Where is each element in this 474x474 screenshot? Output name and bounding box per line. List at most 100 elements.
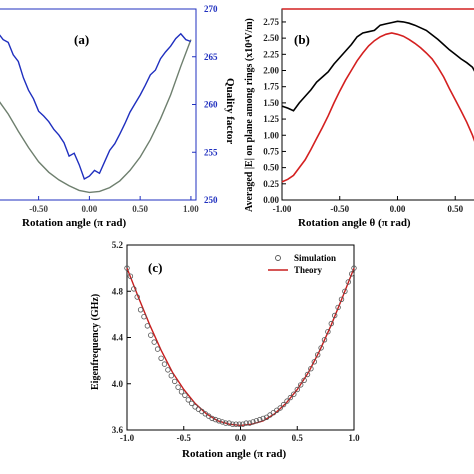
panel-c-simulation-point: [291, 391, 297, 397]
panel-c-simulation-point: [311, 359, 317, 365]
panel-a-y-tick-label: 260: [204, 100, 218, 110]
panel-a-x-axis-label: Rotation angle (π rad): [22, 217, 126, 229]
panel-b-y-tick-label: 0.00: [263, 195, 279, 205]
panel-c-simulation-point: [240, 421, 246, 427]
panel-b-x-tick-label: -0.50: [330, 204, 349, 214]
panel-c-simulation-point: [226, 420, 232, 426]
panel-c-simulation-point: [243, 420, 249, 426]
panel-b-black-line: [281, 20, 474, 112]
panel-c-simulation-point: [328, 320, 334, 327]
panel-c: (c) -1.0 -0.5 0.0 0.5 1.0 3.6 4.0 4.4 4.8 5.2 Si…: [90, 240, 360, 460]
panel-b-y-tick-label: 2.50: [263, 33, 279, 43]
panel-c-simulation-point: [144, 323, 151, 329]
panel-c-simulation-point: [257, 416, 263, 423]
panel-b-x-tick-label: 0.50: [447, 204, 463, 214]
panel-c-y-tick-label: 5.2: [112, 240, 124, 250]
panel-c-simulation-point: [318, 345, 324, 351]
panel-c-simulation-point: [321, 337, 328, 343]
panel-a-quality-factor-line: [0, 32, 192, 181]
panel-c-simulation-point: [246, 420, 253, 426]
panel-c-simulation-point: [236, 421, 243, 427]
panel-c-simulation-point: [233, 421, 239, 427]
panel-c-simulation-point: [222, 420, 229, 426]
panel-b-y-tick-label: 0.50: [263, 163, 279, 173]
panel-c-simulation-point: [315, 352, 321, 358]
panel-c-simulation-point: [277, 405, 283, 411]
panel-b-y-tick-label: 1.75: [263, 82, 279, 92]
panel-a-tag: (a): [74, 32, 89, 47]
panel-b-red-line: [281, 32, 474, 183]
panel-c-series: [124, 265, 357, 427]
panel-c-simulation-point: [127, 273, 134, 279]
panel-c-simulation-point: [298, 382, 304, 388]
panel-b-x-axis-label: Rotation angle θ (π rad): [298, 217, 411, 229]
panel-b: (b) -1.00 -0.50 0.00 0.50 0.00 0.25 0.50 0.75 1…: [244, 8, 474, 229]
panel-b-x-ticks: -1.00 -0.50 0.00 0.50: [273, 196, 464, 214]
panel-b-y-ticks: 0.00 0.25 0.50 0.75 1.00 1.25 1.50 1.75 2.00 2.25…: [263, 17, 286, 205]
panel-c-simulation-point: [168, 373, 174, 379]
panel-a-series: [0, 32, 192, 194]
panel-c-y-axis-label: Eigenfrequency (GHz): [90, 294, 101, 390]
panel-c-x-tick-label: 1.0: [348, 433, 360, 443]
panel-c-simulation-point: [165, 367, 171, 373]
panel-a-y-tick-label: 265: [204, 52, 218, 62]
panel-b-x-tick-label: 0.00: [390, 204, 406, 214]
panel-c-simulation-point: [178, 389, 185, 395]
panel-a-y-ticks-right: 250 255 260 265 270: [192, 4, 218, 205]
panel-a-x-tick-label: 0.50: [132, 204, 148, 214]
panel-c-simulation-point: [131, 286, 137, 292]
legend-simulation-label: Simulation: [294, 253, 336, 263]
panel-c-simulation-point: [342, 288, 348, 294]
panel-c-x-tick-label: 0.0: [235, 433, 247, 443]
panel-c-simulation-point: [301, 377, 307, 383]
panel-c-x-tick-label: -1.0: [120, 433, 135, 443]
panel-c-simulation-point: [188, 400, 195, 407]
panel-b-y-tick-label: 0.25: [263, 179, 279, 189]
panel-c-simulation-point: [124, 265, 130, 271]
panel-c-simulation-point: [175, 384, 181, 390]
panel-c-simulation-point: [280, 401, 287, 408]
panel-c-y-ticks: 3.6 4.0 4.4 4.8 5.2: [112, 240, 131, 435]
panel-c-simulation-point: [154, 346, 161, 352]
panel-c-simulation-point: [219, 419, 225, 425]
panel-c-simulation-point: [185, 397, 191, 403]
panel-c-simulation-point: [250, 419, 256, 425]
panel-c-simulation-point: [325, 329, 331, 335]
panel-c-simulation-point: [332, 312, 338, 319]
panel-c-simulation-point: [308, 366, 314, 372]
panel-c-simulation-point: [260, 415, 266, 422]
panel-c-simulation-point: [349, 271, 355, 277]
panel-b-y-tick-label: 1.50: [263, 98, 279, 108]
panel-b-y-tick-label: 2.75: [263, 17, 279, 27]
panel-a-y-tick-label: 250: [204, 195, 218, 205]
panel-c-x-axis-label: Rotation angle (π rad): [182, 448, 286, 460]
legend-simulation-marker: [275, 255, 281, 261]
panel-c-simulation-point: [212, 416, 219, 423]
panel-c-simulation-point: [216, 418, 222, 424]
panel-c-theory-line: [126, 267, 355, 427]
panel-c-x-tick-label: -0.5: [177, 433, 192, 443]
panel-c-simulation-point: [287, 394, 294, 401]
panel-c-y-tick-label: 4.4: [112, 333, 124, 343]
panel-c-simulation-point: [151, 339, 157, 345]
panel-a-y-tick-label: 270: [204, 4, 218, 14]
legend-theory-label: Theory: [294, 265, 322, 275]
panel-c-simulation-point: [171, 378, 178, 385]
panel-c-simulation-point: [137, 307, 144, 313]
panel-b-tag: (b): [294, 32, 310, 47]
panel-c-simulation-point: [134, 294, 140, 300]
panel-b-series: [281, 20, 474, 183]
panel-a-y-tick-label: 255: [204, 147, 218, 157]
panel-b-y-tick-label: 1.25: [263, 114, 279, 124]
panel-c-simulation-point: [284, 398, 290, 404]
panel-b-x-tick-label: -1.00: [273, 204, 292, 214]
panel-a-x-tick-label: 1.00: [183, 204, 199, 214]
panel-c-simulation-point: [141, 314, 147, 320]
panel-c-simulation-point: [345, 279, 351, 285]
panel-a-y-axis-label-right: Quality factor: [224, 78, 236, 144]
panel-c-simulation-point: [304, 371, 311, 378]
panel-c-y-tick-label: 3.6: [112, 425, 124, 435]
panel-c-simulation-point: [229, 421, 236, 427]
panel-b-y-tick-label: 2.25: [263, 49, 279, 59]
